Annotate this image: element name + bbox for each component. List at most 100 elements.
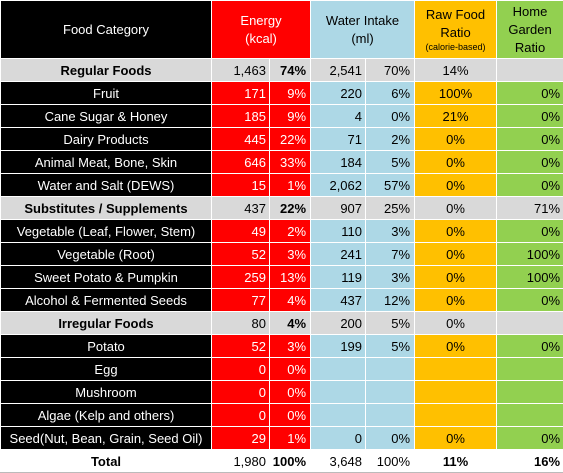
raw-food-ratio-header: Raw Food Ratio (calorie-based) (415, 1, 497, 59)
garden-ratio-cell (497, 312, 563, 335)
raw-header-line-2: Ratio (415, 24, 496, 42)
food-name-cell: Alcohol & Fermented Seeds (1, 289, 212, 312)
garden-ratio-cell (497, 381, 563, 404)
energy-value-cell: 29 (212, 427, 270, 450)
energy-percent-cell: 22% (270, 197, 311, 220)
garden-ratio-cell: 0% (497, 105, 563, 128)
energy-value-cell: 49 (212, 220, 270, 243)
food-category-header: Food Category (1, 1, 212, 59)
water-value-cell: 184 (311, 151, 366, 174)
header-row: Food Category Energy (kcal) Water Intake… (1, 1, 563, 59)
water-percent-cell: 5% (366, 335, 415, 358)
raw-ratio-cell: 0% (415, 151, 497, 174)
raw-ratio-cell: 0% (415, 427, 497, 450)
water-percent-cell: 7% (366, 243, 415, 266)
water-percent-cell: 57% (366, 174, 415, 197)
raw-ratio-cell: 0% (415, 289, 497, 312)
energy-header-line-2: (kcal) (212, 30, 310, 48)
energy-percent-cell: 9% (270, 82, 311, 105)
energy-value-cell: 52 (212, 243, 270, 266)
water-value-cell: 241 (311, 243, 366, 266)
garden-ratio-cell: 0% (497, 427, 563, 450)
energy-percent-cell: 0% (270, 404, 311, 427)
raw-header-line-1: Raw Food (415, 6, 496, 24)
energy-value-cell: 1,463 (212, 59, 270, 82)
raw-ratio-cell: 11% (415, 450, 497, 473)
water-percent-cell: 0% (366, 427, 415, 450)
energy-value-cell: 259 (212, 266, 270, 289)
home-garden-ratio-header: Home Garden Ratio (497, 1, 563, 59)
water-value-cell: 3,648 (311, 450, 366, 473)
garden-ratio-cell (497, 59, 563, 82)
energy-percent-cell: 2% (270, 220, 311, 243)
energy-value-cell: 0 (212, 358, 270, 381)
water-value-cell: 0 (311, 427, 366, 450)
garden-ratio-cell (497, 404, 563, 427)
food-name-cell: Potato (1, 335, 212, 358)
energy-value-cell: 445 (212, 128, 270, 151)
energy-percent-cell: 4% (270, 289, 311, 312)
food-name-cell: Irregular Foods (1, 312, 212, 335)
raw-ratio-cell: 0% (415, 128, 497, 151)
water-percent-cell: 2% (366, 128, 415, 151)
energy-percent-cell: 0% (270, 381, 311, 404)
water-value-cell (311, 381, 366, 404)
water-percent-cell (366, 381, 415, 404)
garden-ratio-cell: 100% (497, 266, 563, 289)
food-name-cell: Algae (Kelp and others) (1, 404, 212, 427)
raw-ratio-cell: 0% (415, 243, 497, 266)
raw-ratio-cell: 0% (415, 266, 497, 289)
garden-ratio-cell: 0% (497, 174, 563, 197)
garden-ratio-cell: 0% (497, 82, 563, 105)
energy-header-line-1: Energy (212, 12, 310, 30)
energy-value-cell: 437 (212, 197, 270, 220)
garden-ratio-cell: 100% (497, 243, 563, 266)
water-percent-cell (366, 404, 415, 427)
energy-percent-cell: 0% (270, 358, 311, 381)
energy-percent-cell: 3% (270, 243, 311, 266)
water-value-cell: 71 (311, 128, 366, 151)
energy-value-cell: 15 (212, 174, 270, 197)
garden-ratio-cell: 71% (497, 197, 563, 220)
water-value-cell (311, 404, 366, 427)
water-value-cell: 907 (311, 197, 366, 220)
food-name-cell: Egg (1, 358, 212, 381)
garden-header-line-2: Garden (497, 21, 563, 39)
water-percent-cell: 0% (366, 105, 415, 128)
raw-ratio-cell (415, 404, 497, 427)
garden-ratio-cell (497, 358, 563, 381)
energy-percent-cell: 4% (270, 312, 311, 335)
energy-value-cell: 1,980 (212, 450, 270, 473)
raw-ratio-cell: 21% (415, 105, 497, 128)
food-name-cell: Vegetable (Leaf, Flower, Stem) (1, 220, 212, 243)
raw-ratio-cell: 0% (415, 220, 497, 243)
energy-percent-cell: 74% (270, 59, 311, 82)
food-name-cell: Cane Sugar & Honey (1, 105, 212, 128)
raw-ratio-cell: 14% (415, 59, 497, 82)
energy-percent-cell: 1% (270, 427, 311, 450)
water-value-cell: 119 (311, 266, 366, 289)
food-name-cell: Animal Meat, Bone, Skin (1, 151, 212, 174)
food-name-cell: Water and Salt (DEWS) (1, 174, 212, 197)
energy-percent-cell: 33% (270, 151, 311, 174)
water-value-cell: 220 (311, 82, 366, 105)
water-percent-cell: 25% (366, 197, 415, 220)
energy-header: Energy (kcal) (212, 1, 311, 59)
food-name-cell: Sweet Potato & Pumpkin (1, 266, 212, 289)
water-value-cell: 199 (311, 335, 366, 358)
